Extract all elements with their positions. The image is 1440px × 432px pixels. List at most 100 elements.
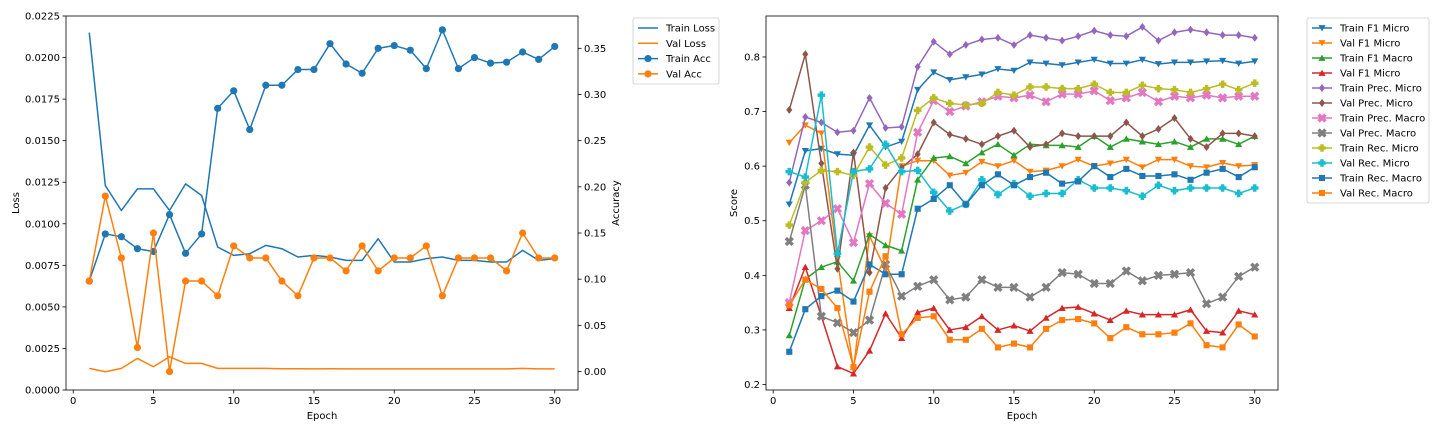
data-point	[1251, 333, 1258, 340]
data-point	[978, 71, 986, 78]
data-point	[438, 292, 446, 300]
data-point	[866, 288, 873, 295]
data-point	[1138, 138, 1146, 145]
data-point	[1059, 180, 1066, 187]
data-point	[946, 182, 953, 189]
data-point	[881, 140, 890, 149]
data-point	[101, 230, 109, 238]
data-point	[962, 40, 969, 49]
data-point	[802, 306, 809, 313]
data-point	[1123, 32, 1130, 41]
data-point	[1058, 163, 1066, 170]
legend-item-train-f1-macro: Train F1 Macro	[1312, 54, 1413, 65]
legend-marker	[1318, 99, 1326, 107]
data-point	[800, 225, 810, 236]
x-tick-label: 20	[1088, 396, 1101, 407]
data-point	[1154, 181, 1163, 190]
data-point	[1026, 344, 1034, 351]
data-point	[1090, 184, 1099, 192]
data-point	[833, 363, 842, 370]
data-point	[1026, 168, 1034, 176]
data-point	[881, 310, 890, 317]
data-point	[1121, 93, 1131, 103]
data-point	[438, 26, 446, 34]
data-point	[1107, 174, 1114, 181]
data-point	[882, 253, 889, 260]
data-point	[1138, 56, 1146, 64]
data-point	[1187, 134, 1194, 143]
data-point	[849, 167, 858, 176]
right-legend: Train F1 Micro Val F1 Micro Train F1 Macro…	[1306, 17, 1430, 204]
data-point	[849, 370, 858, 377]
data-point	[962, 74, 970, 81]
data-point	[1139, 22, 1146, 31]
x-tick-label: 5	[850, 396, 856, 407]
right-plot-frame	[765, 15, 1279, 391]
data-point	[1043, 169, 1050, 176]
data-point	[801, 147, 809, 155]
data-point	[994, 163, 1002, 170]
legend-item-train-prec-macro: Train Prec. Macro	[1312, 113, 1425, 125]
series-val-f1-micro	[785, 263, 1259, 377]
data-point	[1074, 84, 1082, 93]
left-plot-area	[65, 15, 579, 391]
data-point	[454, 65, 463, 73]
data-point	[802, 276, 809, 283]
data-point	[1058, 62, 1066, 69]
data-point	[994, 33, 1001, 42]
data-point	[1218, 184, 1227, 192]
data-point	[1203, 342, 1210, 349]
data-point	[535, 55, 543, 64]
data-point	[1106, 60, 1114, 67]
data-point	[1043, 325, 1050, 332]
series-line-train-f1-macro	[788, 135, 1256, 336]
data-point	[1235, 140, 1243, 148]
data-point	[818, 285, 825, 293]
data-point	[165, 210, 174, 219]
data-point	[1139, 132, 1146, 141]
y-tick-label: 0.0200	[25, 53, 60, 64]
data-point	[786, 105, 793, 114]
data-point	[833, 249, 842, 258]
data-point	[945, 295, 955, 305]
data-point	[1107, 31, 1114, 40]
data-point	[1235, 60, 1243, 67]
data-point	[802, 113, 809, 121]
data-point	[342, 267, 350, 275]
y-tick-label: 0.0025	[25, 344, 60, 355]
data-point	[1251, 132, 1258, 141]
data-point	[1171, 171, 1178, 178]
y2-tick-label: 0.10	[584, 275, 606, 286]
data-point	[374, 44, 382, 52]
data-point	[785, 331, 793, 339]
series-line-val-prec-macro	[788, 184, 1256, 334]
legend-item-val-prec-macro: Val Prec. Macro	[1312, 128, 1416, 140]
legend-marker	[1318, 189, 1326, 197]
series-line-train-f1-micro	[788, 58, 1255, 205]
legend-marker	[1318, 174, 1326, 182]
data-point	[1186, 163, 1195, 170]
data-point	[946, 130, 953, 139]
right-y-axis-label: Score	[729, 189, 740, 217]
data-point	[502, 267, 511, 275]
data-point	[1154, 61, 1163, 68]
data-point	[786, 178, 793, 187]
data-point	[930, 154, 938, 161]
series-line-val-acc	[88, 195, 555, 373]
legend-item-train-rec-macro: Train Rec. Macro	[1312, 174, 1422, 185]
series-train-f1-micro	[785, 56, 1259, 208]
series-val-prec-micro	[786, 50, 1258, 277]
data-point	[962, 169, 970, 177]
data-point	[551, 42, 559, 51]
data-point	[833, 151, 842, 158]
series-val-acc	[85, 192, 559, 376]
data-point	[1171, 114, 1178, 123]
data-point	[994, 190, 1002, 199]
data-point	[1090, 310, 1098, 317]
data-point	[1042, 189, 1050, 198]
data-point	[962, 101, 970, 109]
data-point	[246, 254, 254, 262]
data-point	[848, 237, 859, 248]
legend-item-train-acc: Train Acc	[638, 54, 711, 65]
